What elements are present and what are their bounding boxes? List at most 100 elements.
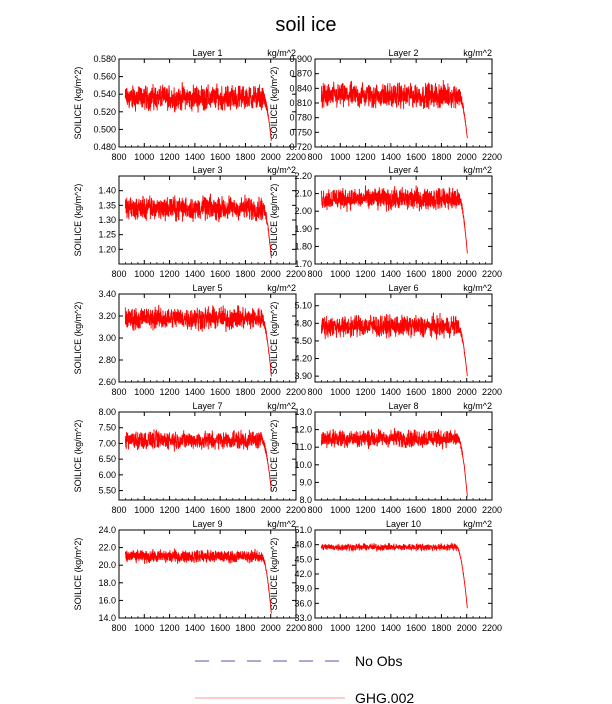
x-tick-label: 1800 xyxy=(235,152,255,162)
x-tick-label: 1200 xyxy=(160,152,180,162)
x-tick-label: 2200 xyxy=(286,387,306,397)
x-tick-label: 1400 xyxy=(381,505,401,515)
y-tick-label: 12.0 xyxy=(294,425,312,435)
series-line-ghg002 xyxy=(320,185,468,254)
x-tick-label: 1200 xyxy=(160,505,180,515)
y-axis-label: SOILICE (kg/m^2) xyxy=(269,184,279,257)
legend-label-no-obs: No Obs xyxy=(355,653,402,669)
panel-layer-2: 800 1000 1200 1400 1600 1800 2000 22000.7200.75… xyxy=(269,48,502,162)
x-tick-label: 1600 xyxy=(406,269,426,279)
x-tick-label: 1400 xyxy=(381,269,401,279)
x-tick-label: 1000 xyxy=(330,505,350,515)
y-tick-label: 0.560 xyxy=(93,72,116,82)
y-tick-label: 4.80 xyxy=(294,318,312,328)
x-tick-label: 1000 xyxy=(330,387,350,397)
panel-title: Layer 10 xyxy=(386,519,421,529)
x-tick-label: 1200 xyxy=(160,623,180,633)
panel-units: kg/m^2 xyxy=(267,519,296,529)
y-tick-label: 0.580 xyxy=(93,54,116,64)
x-tick-label: 1400 xyxy=(381,152,401,162)
y-tick-label: 7.50 xyxy=(98,423,116,433)
y-tick-label: 7.00 xyxy=(98,438,116,448)
x-tick-label: 1800 xyxy=(431,505,451,515)
y-tick-label: 1.30 xyxy=(98,215,116,225)
y-tick-label: 3.40 xyxy=(98,289,116,299)
y-tick-label: 5.50 xyxy=(98,486,116,496)
x-tick-label: 1600 xyxy=(406,387,426,397)
x-tick-label: 1400 xyxy=(185,269,205,279)
x-tick-label: 1800 xyxy=(235,505,255,515)
y-tick-label: 1.80 xyxy=(294,241,312,251)
x-tick-label: 800 xyxy=(111,623,126,633)
panel-title: Layer 7 xyxy=(192,401,222,411)
x-tick-label: 1200 xyxy=(356,505,376,515)
y-axis-label: SOILICE (kg/m^2) xyxy=(73,184,83,257)
panel-layer-6: 800 1000 1200 1400 1600 1800 2000 2200 3.90 4.20 4… xyxy=(269,283,502,397)
x-tick-label: 1200 xyxy=(160,269,180,279)
x-tick-label: 2000 xyxy=(261,505,281,515)
y-tick-label: 24.0 xyxy=(98,525,116,535)
panel-units: kg/m^2 xyxy=(463,48,492,58)
y-tick-label: 8.00 xyxy=(98,407,116,417)
x-tick-label: 1400 xyxy=(185,623,205,633)
x-tick-label: 1400 xyxy=(381,387,401,397)
y-tick-label: 42.0 xyxy=(294,569,312,579)
x-tick-label: 1000 xyxy=(134,623,154,633)
x-tick-label: 2000 xyxy=(457,269,477,279)
y-tick-label: 10.0 xyxy=(294,460,312,470)
series-line-ghg002 xyxy=(320,542,468,609)
x-tick-label: 2200 xyxy=(482,387,502,397)
panel-units: kg/m^2 xyxy=(267,48,296,58)
panel-units: kg/m^2 xyxy=(267,283,296,293)
x-tick-label: 1000 xyxy=(134,505,154,515)
x-tick-label: 1600 xyxy=(406,623,426,633)
panel-units: kg/m^2 xyxy=(463,165,492,175)
panels: 800 1000 1200 1400 1600 1800 2000 2200 0.480 0.50… xyxy=(73,48,502,633)
x-tick-label: 1200 xyxy=(356,387,376,397)
panel-layer-5: 800 1000 1200 1400 1600 1800 2000 2200 2.60 2.80 3… xyxy=(73,283,306,397)
y-tick-label: 2.10 xyxy=(294,189,312,199)
panel-units: kg/m^2 xyxy=(463,283,492,293)
x-tick-label: 1800 xyxy=(235,269,255,279)
x-tick-label: 1600 xyxy=(210,269,230,279)
x-tick-label: 1000 xyxy=(330,152,350,162)
y-tick-label: 48.0 xyxy=(294,540,312,550)
y-tick-label: 0.900 xyxy=(289,54,312,64)
x-tick-label: 1600 xyxy=(210,505,230,515)
x-tick-label: 800 xyxy=(111,152,126,162)
x-tick-label: 2200 xyxy=(482,152,502,162)
x-tick-label: 1600 xyxy=(210,387,230,397)
x-tick-label: 2000 xyxy=(261,387,281,397)
y-tick-label: 6.00 xyxy=(98,470,116,480)
y-tick-label: 0.500 xyxy=(93,124,116,134)
x-tick-label: 2200 xyxy=(286,623,306,633)
y-tick-label: 8.0 xyxy=(299,495,312,505)
x-tick-label: 2200 xyxy=(482,269,502,279)
legend: No Obs GHG.002 xyxy=(195,653,414,704)
y-tick-label: 16.0 xyxy=(98,595,116,605)
y-tick-label: 0.480 xyxy=(93,142,116,152)
panel-layer-8: 800 1000 1200 1400 1600 1800 2000 22008.09.010.… xyxy=(269,401,502,515)
panel-layer-9: 800 1000 1200 1400 1600 1800 2000 2200 14.0 16.0 1… xyxy=(73,519,306,633)
y-tick-label: 1.25 xyxy=(98,230,116,240)
x-tick-label: 1400 xyxy=(185,152,205,162)
panel-units: kg/m^2 xyxy=(463,519,492,529)
x-tick-label: 800 xyxy=(307,152,322,162)
y-tick-label: 51.0 xyxy=(294,525,312,535)
y-tick-label: 1.35 xyxy=(98,200,116,210)
x-tick-label: 2200 xyxy=(286,152,306,162)
panel-layer-4: 800 1000 1200 1400 1600 1800 2000 22001.701.801… xyxy=(269,165,502,279)
y-tick-label: 0.840 xyxy=(289,83,312,93)
x-tick-label: 2000 xyxy=(261,269,281,279)
x-tick-label: 1000 xyxy=(134,387,154,397)
x-tick-label: 800 xyxy=(111,387,126,397)
panel-layer-3: 800 1000 1200 1400 1600 1800 2000 2200 1.20 1.25 1… xyxy=(73,165,306,279)
y-tick-label: 22.0 xyxy=(98,543,116,553)
x-tick-label: 1400 xyxy=(381,623,401,633)
x-tick-label: 1800 xyxy=(431,387,451,397)
panel-title: Layer 5 xyxy=(192,283,222,293)
x-tick-label: 2200 xyxy=(482,623,502,633)
panel-layer-10: 800 1000 1200 1400 1600 1800 2000 220033.036.03… xyxy=(269,519,502,633)
x-tick-label: 1800 xyxy=(431,623,451,633)
